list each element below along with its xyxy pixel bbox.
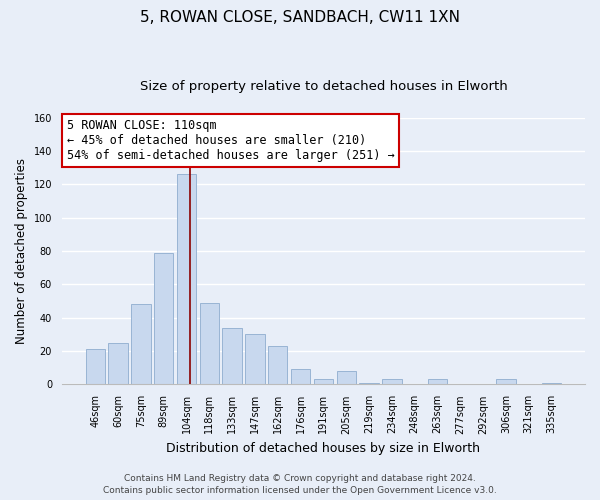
Y-axis label: Number of detached properties: Number of detached properties <box>15 158 28 344</box>
Bar <box>154 253 173 384</box>
Bar <box>177 174 196 384</box>
Bar <box>109 343 128 384</box>
Bar <box>268 346 287 385</box>
Bar <box>131 304 151 384</box>
Bar <box>382 380 401 384</box>
Text: 5, ROWAN CLOSE, SANDBACH, CW11 1XN: 5, ROWAN CLOSE, SANDBACH, CW11 1XN <box>140 10 460 25</box>
Bar <box>359 383 379 384</box>
Bar <box>245 334 265 384</box>
Bar <box>496 380 515 384</box>
Bar <box>291 370 310 384</box>
Text: Contains HM Land Registry data © Crown copyright and database right 2024.
Contai: Contains HM Land Registry data © Crown c… <box>103 474 497 495</box>
Bar <box>223 328 242 384</box>
Bar <box>86 350 105 384</box>
Title: Size of property relative to detached houses in Elworth: Size of property relative to detached ho… <box>140 80 507 93</box>
Bar <box>542 383 561 384</box>
X-axis label: Distribution of detached houses by size in Elworth: Distribution of detached houses by size … <box>166 442 481 455</box>
Bar <box>314 380 333 384</box>
Text: 5 ROWAN CLOSE: 110sqm
← 45% of detached houses are smaller (210)
54% of semi-det: 5 ROWAN CLOSE: 110sqm ← 45% of detached … <box>67 119 395 162</box>
Bar <box>337 371 356 384</box>
Bar <box>428 380 447 384</box>
Bar <box>200 303 219 384</box>
